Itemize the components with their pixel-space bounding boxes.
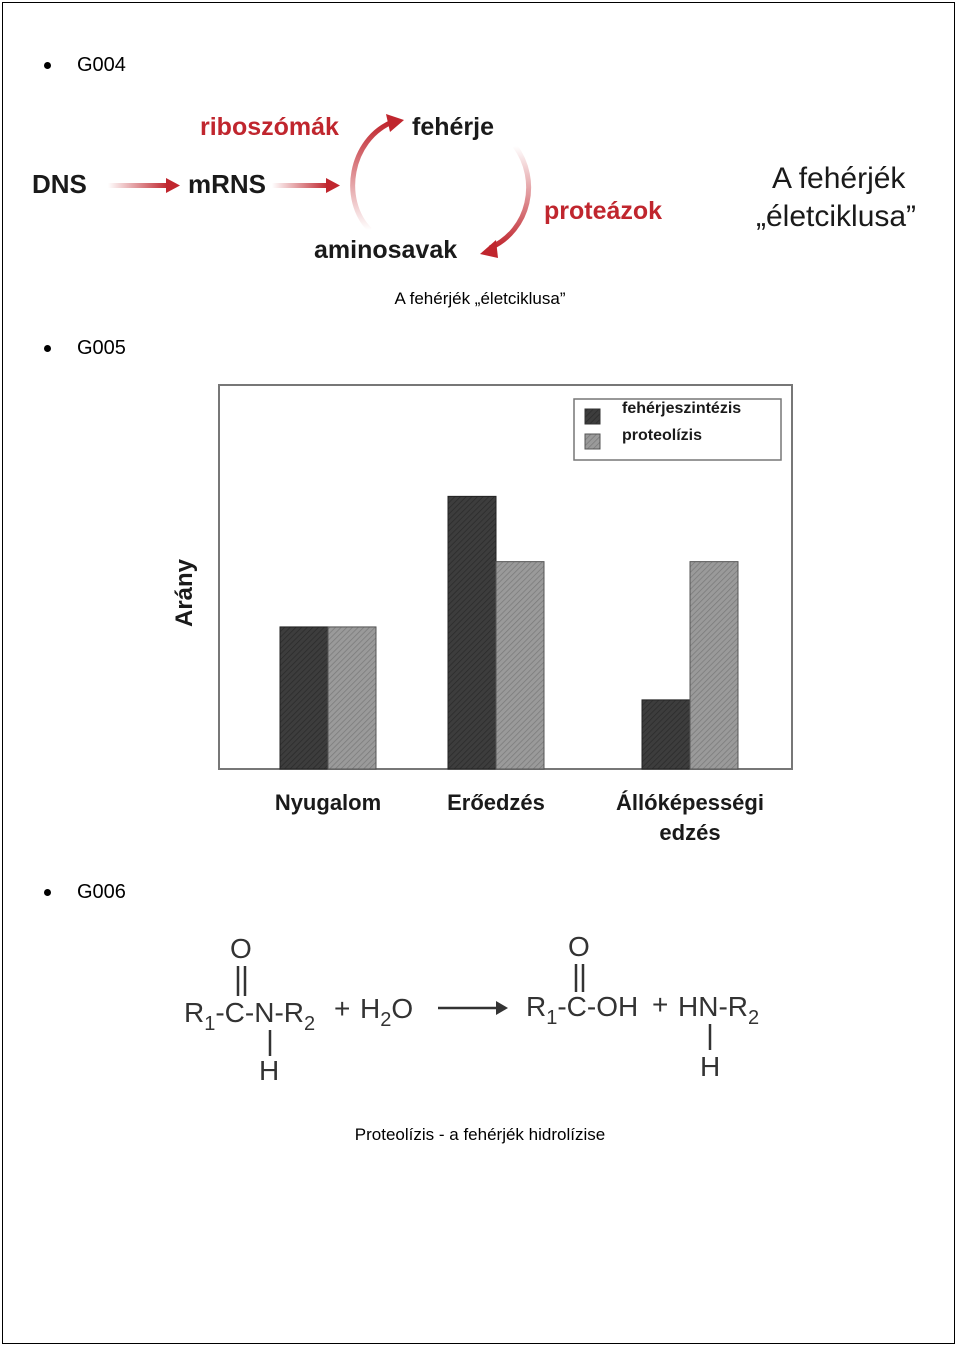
product-h: H bbox=[700, 1051, 720, 1082]
bar-proteolysis-0 bbox=[327, 626, 377, 770]
feherje-label: fehérje bbox=[412, 113, 494, 141]
x-tick-label-2-0: Állóképességi bbox=[616, 790, 764, 815]
figure1-caption: A fehérjék „életciklusa” bbox=[394, 289, 566, 308]
bar-proteolysis-2 bbox=[689, 561, 739, 770]
x-tick-label-2-1: edzés bbox=[659, 820, 720, 845]
proteazok-label: proteázok bbox=[544, 197, 662, 225]
synthesis-arc-arrow bbox=[350, 114, 404, 232]
x-tick-labels: Nyugalom Erőedzés Állóképességi edzés bbox=[275, 790, 764, 845]
legend-swatch-proteolysis bbox=[584, 433, 601, 450]
plus-sign-1: + bbox=[334, 993, 350, 1024]
bar-synthesis-2 bbox=[641, 699, 691, 770]
bar-chart: Arány fehérjeszintézis proteolízis Nyuga… bbox=[171, 384, 793, 845]
reactant-h: H bbox=[259, 1055, 279, 1086]
bullet-g004 bbox=[44, 62, 51, 69]
bar-proteolysis-1 bbox=[495, 561, 545, 770]
legend: fehérjeszintézis proteolízis bbox=[573, 398, 782, 461]
bar-synthesis-1 bbox=[447, 495, 497, 770]
product-amine: HN-R2 bbox=[678, 991, 759, 1029]
bar-synthesis-0 bbox=[279, 626, 329, 770]
legend-swatch-synthesis bbox=[584, 408, 601, 425]
bullet-g005 bbox=[44, 345, 51, 352]
y-axis-label: Arány bbox=[171, 558, 198, 627]
aminosavak-label: aminosavak bbox=[314, 236, 457, 264]
reactant-o: O bbox=[230, 933, 252, 964]
product-o: O bbox=[568, 931, 590, 962]
reaction-arrow-head bbox=[496, 1001, 508, 1015]
reactant-amide: R1-C-N-R2 bbox=[184, 997, 315, 1035]
water: H2O bbox=[360, 993, 413, 1031]
mrns-to-cycle-arrow bbox=[272, 178, 340, 193]
x-tick-label-1-0: Erőedzés bbox=[447, 790, 545, 815]
figure3-caption: Proteolízis - a fehérjék hidrolízise bbox=[354, 1125, 606, 1144]
mrns-label: mRNS bbox=[188, 169, 266, 199]
degradation-arc-arrow bbox=[480, 144, 532, 258]
legend-label-proteolysis: proteolízis bbox=[622, 427, 702, 444]
dns-label: DNS bbox=[32, 169, 87, 199]
dns-to-mrns-arrow bbox=[108, 178, 180, 193]
product-acid: R1-C-OH bbox=[526, 991, 638, 1029]
legend-label-synthesis: fehérjeszintézis bbox=[622, 400, 741, 417]
bullet-g006 bbox=[44, 889, 51, 896]
riboszomak-label: riboszómák bbox=[200, 113, 339, 141]
x-tick-label-0-0: Nyugalom bbox=[275, 790, 381, 815]
plus-sign-2: + bbox=[652, 989, 668, 1020]
section-id-g006: G006 bbox=[77, 881, 126, 903]
bars-group bbox=[279, 495, 739, 770]
protein-lifecycle-diagram: DNS mRNS riboszómák fehérje proteázok am… bbox=[32, 113, 916, 264]
section-id-g004: G004 bbox=[77, 54, 126, 76]
hydrolysis-reaction: O R1-C-N-R2 H + H2O O R1-C-OH + HN-R2 H bbox=[184, 931, 759, 1086]
section-id-g005: G005 bbox=[77, 337, 126, 359]
diagram-title-line1: A fehérjék bbox=[772, 162, 906, 195]
diagram-title-line2: „életciklusa” bbox=[756, 200, 916, 233]
